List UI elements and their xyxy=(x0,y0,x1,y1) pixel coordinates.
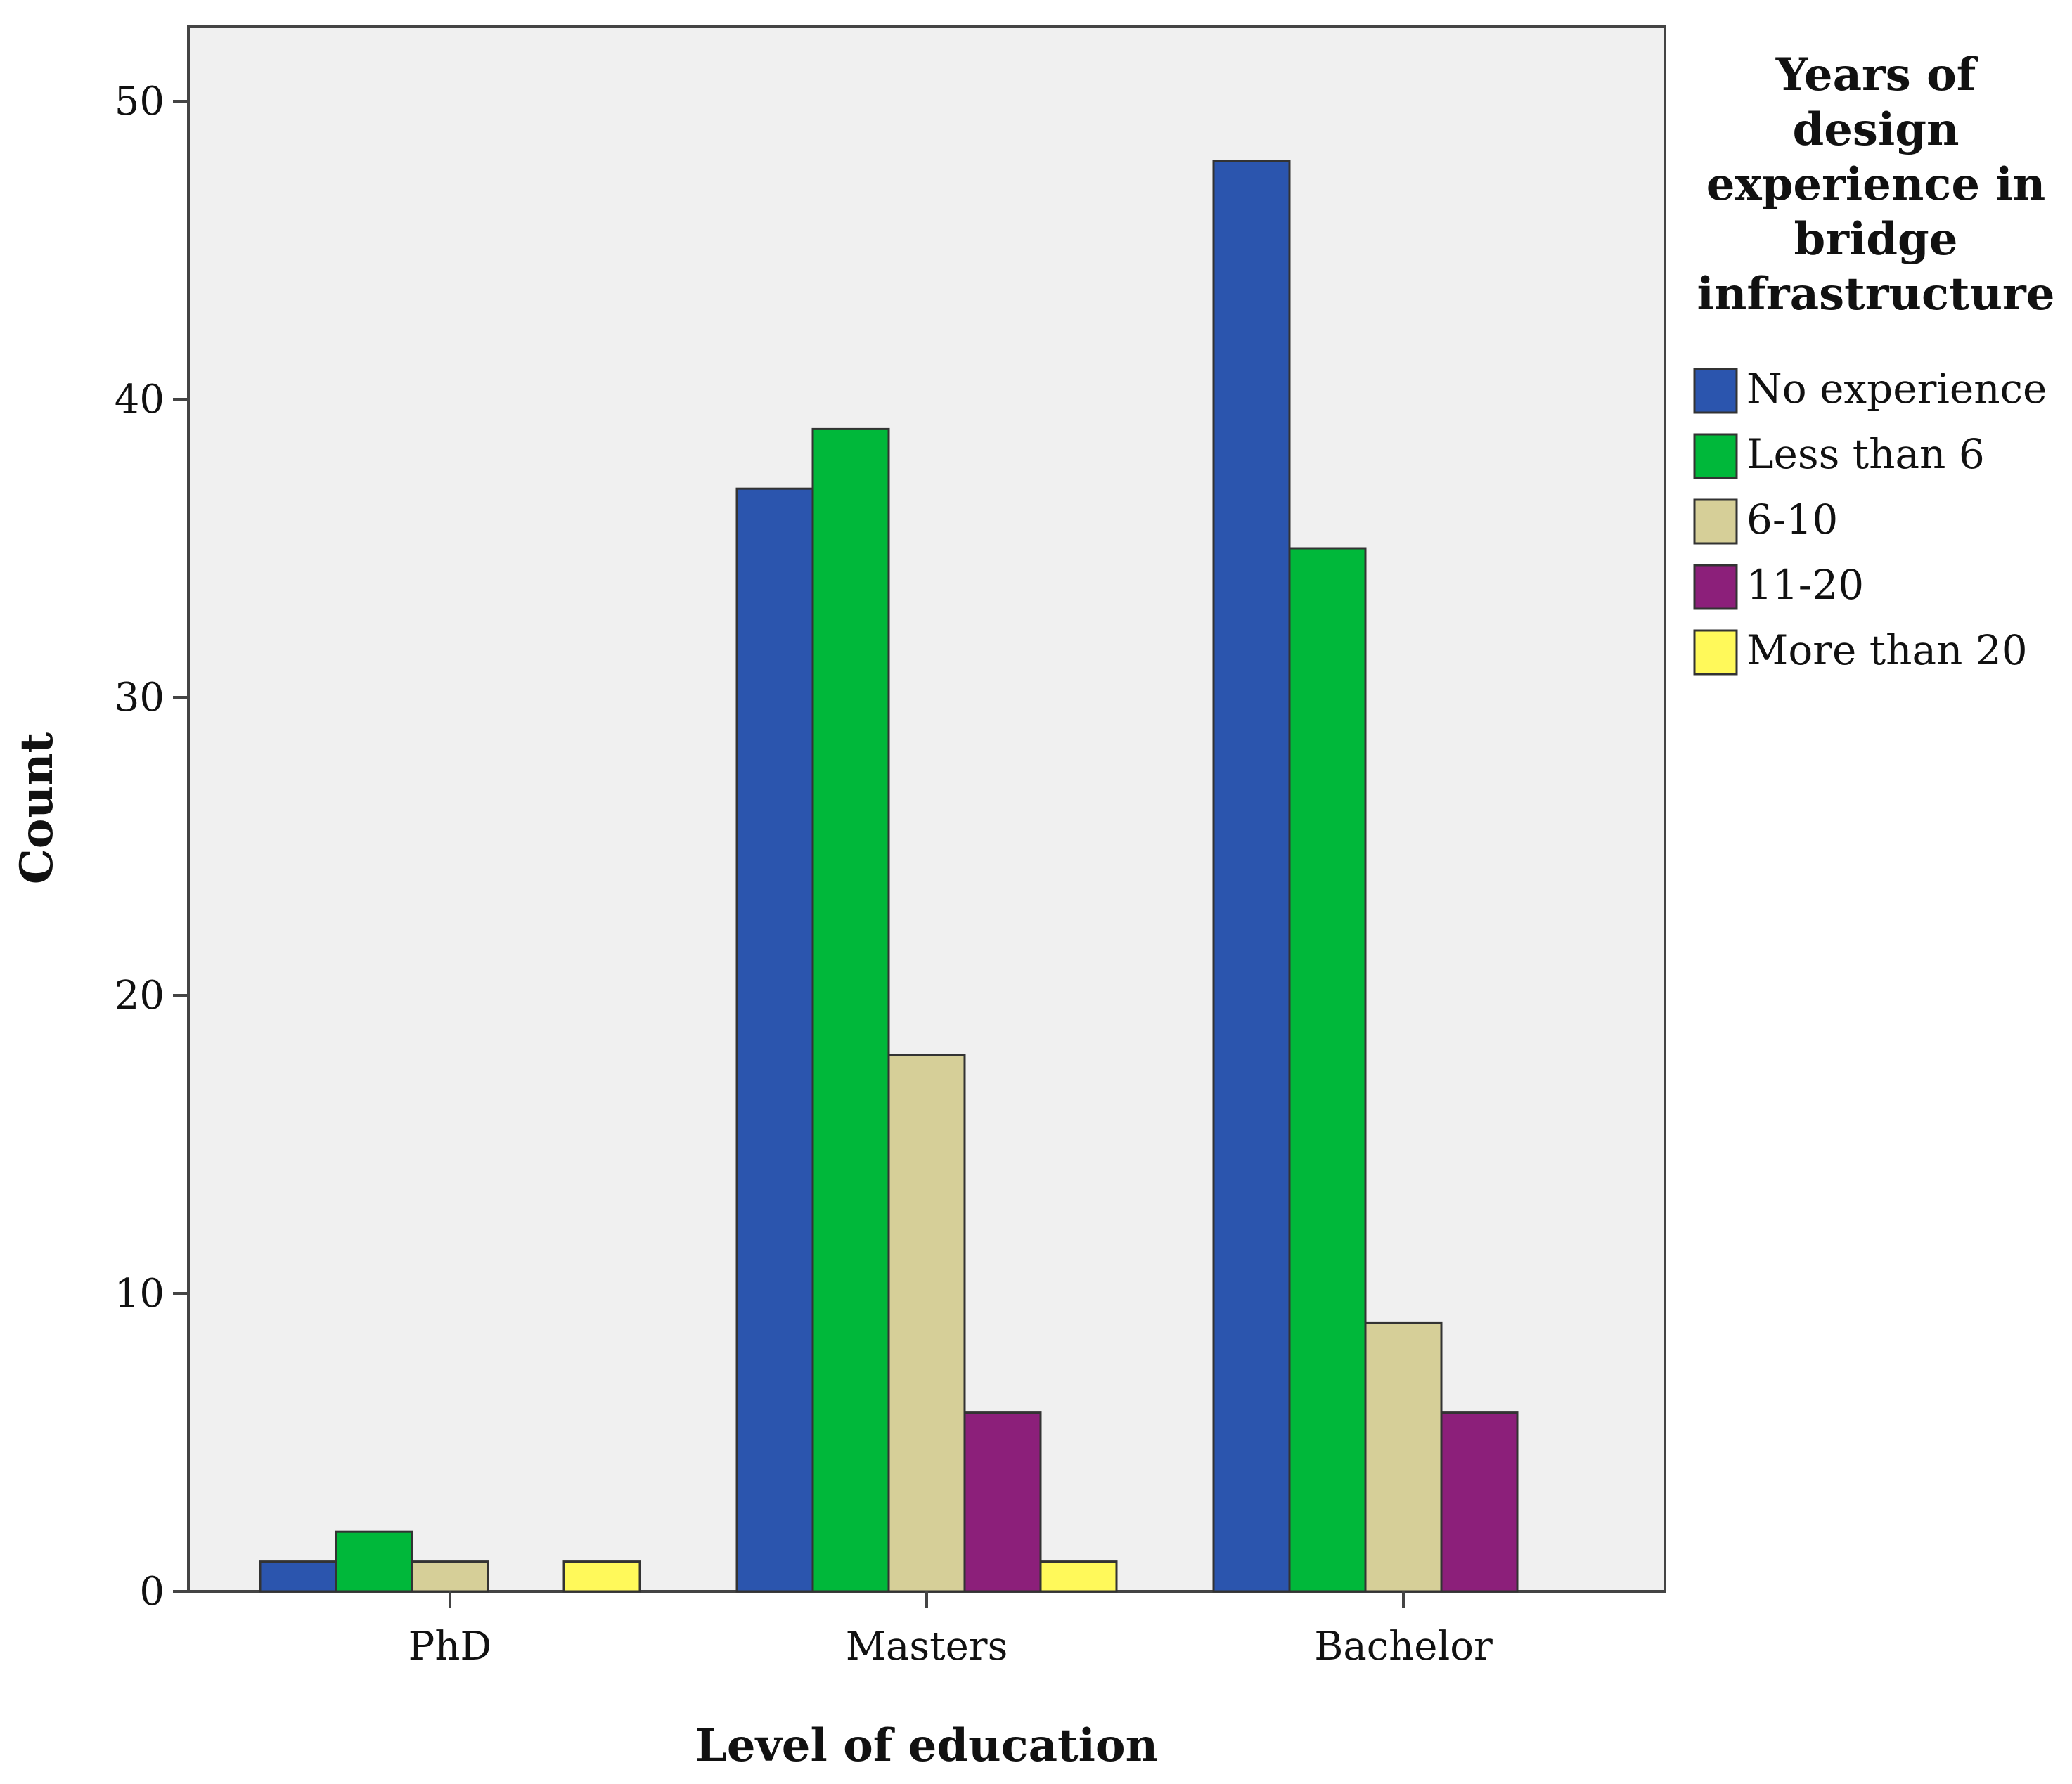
x-axis-title: Level of education xyxy=(695,1719,1158,1772)
y-axis: 0 10 20 30 40 50 xyxy=(115,79,188,1615)
legend-label: 11-20 xyxy=(1746,561,1864,609)
y-tick-label: 40 xyxy=(115,377,165,422)
bar-phd-1 xyxy=(335,1530,413,1593)
legend-title-line: design xyxy=(1792,103,1959,156)
y-axis-title: Count xyxy=(11,732,63,884)
bar-masters-2 xyxy=(887,1054,966,1593)
legend-label: 6-10 xyxy=(1746,496,1838,543)
x-tick-label: PhD xyxy=(408,1624,492,1669)
bar-phd-4 xyxy=(562,1560,641,1593)
bar-bachelor-1 xyxy=(1288,547,1367,1593)
bar-bachelor-2 xyxy=(1364,1321,1443,1593)
x-tick-label: Bachelor xyxy=(1314,1624,1493,1669)
legend-swatch xyxy=(1693,629,1738,676)
bar-masters-1 xyxy=(811,427,890,1593)
legend-label: Less than 6 xyxy=(1746,430,1985,478)
legend-label: More than 20 xyxy=(1746,626,2028,674)
legend-swatch xyxy=(1693,368,1738,414)
y-tick-label: 30 xyxy=(115,675,165,720)
legend-swatch xyxy=(1693,433,1738,479)
legend-swatch xyxy=(1693,498,1738,545)
legend-title-line: experience in xyxy=(1706,158,2045,211)
x-tick-label: Masters xyxy=(846,1624,1008,1669)
bar-phd-0 xyxy=(259,1560,337,1593)
legend-title-line: infrastructure xyxy=(1697,268,2055,321)
y-tick-label: 20 xyxy=(115,973,165,1019)
x-axis: PhD Masters Bachelor xyxy=(408,1591,1493,1669)
legend-title-line: bridge xyxy=(1794,213,1958,266)
y-tick-label: 0 xyxy=(139,1569,165,1615)
bar-bachelor-0 xyxy=(1212,160,1291,1593)
bar-masters-3 xyxy=(963,1411,1042,1593)
legend-label: No experience xyxy=(1746,365,2047,413)
bar-group xyxy=(259,160,1519,1593)
y-tick-label: 50 xyxy=(115,79,165,124)
bar-phd-2 xyxy=(411,1560,489,1593)
y-tick-label: 10 xyxy=(115,1271,165,1317)
legend-title-line: Years of xyxy=(1775,49,1978,101)
bar-masters-0 xyxy=(735,487,814,1593)
bar-masters-4 xyxy=(1039,1560,1118,1593)
legend-swatch xyxy=(1693,564,1738,610)
bar-bachelor-3 xyxy=(1440,1411,1519,1593)
